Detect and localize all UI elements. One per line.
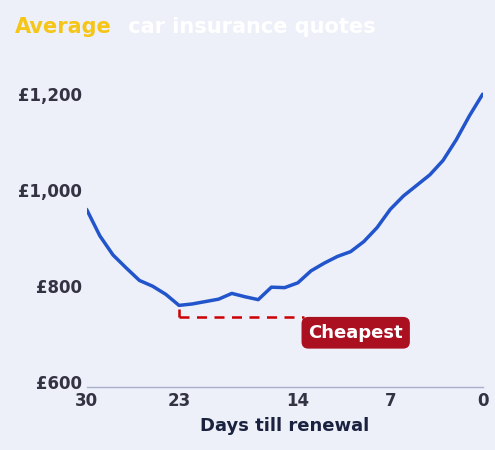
- Text: Average: Average: [15, 17, 111, 37]
- Text: Cheapest: Cheapest: [308, 324, 403, 342]
- Text: car insurance quotes: car insurance quotes: [121, 17, 376, 37]
- X-axis label: Days till renewal: Days till renewal: [200, 417, 369, 435]
